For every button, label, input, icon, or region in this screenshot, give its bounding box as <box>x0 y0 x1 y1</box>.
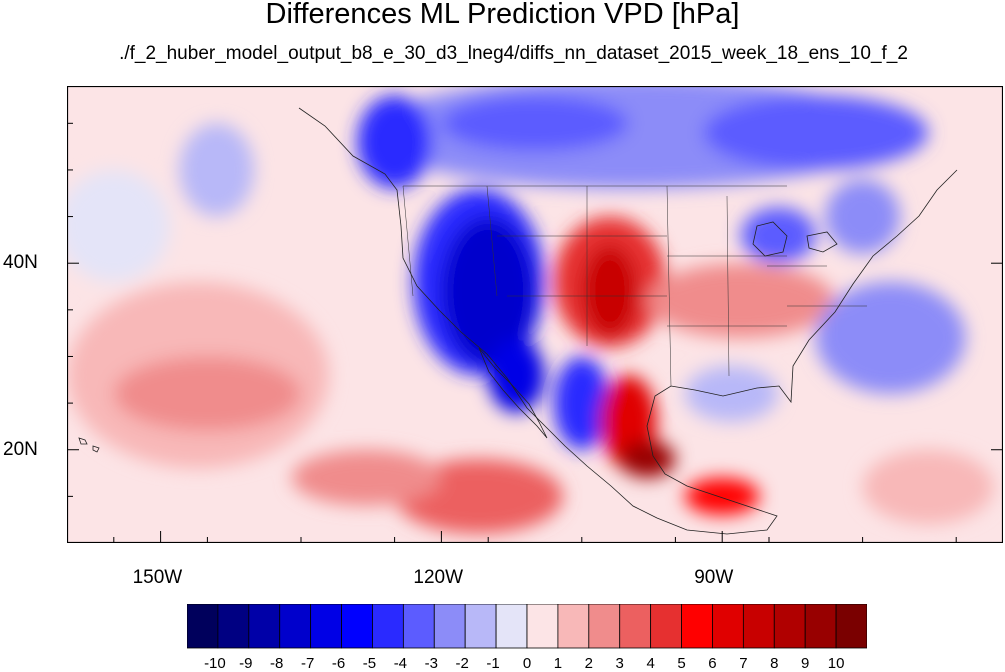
colorbar-tick-label: 2 <box>584 655 593 672</box>
colorbar-box <box>433 604 466 649</box>
field-east-pacific-positive-2 <box>291 449 442 506</box>
field-baja-negative <box>488 337 545 413</box>
state-borders <box>402 185 867 387</box>
field-central-america-positive <box>684 477 760 516</box>
colorbar-box <box>402 604 435 649</box>
field-atlantic-negative <box>815 281 966 394</box>
colorbar-box <box>310 604 342 649</box>
colorbar-tick-label: 10 <box>827 655 845 672</box>
colorbar-box <box>804 604 837 649</box>
colorbar-box <box>712 604 744 649</box>
north-america-coastline <box>298 107 958 535</box>
colorbar-box <box>341 604 373 649</box>
colorbar-tick-label: 7 <box>739 655 748 672</box>
colorbar-tick-label: -9 <box>239 655 253 672</box>
map-plot <box>67 86 1003 543</box>
colorbar-box <box>773 604 806 649</box>
colorbar-tick-label: 0 <box>522 655 532 672</box>
colorbar-tick-label: 5 <box>677 655 686 672</box>
colorbar-box <box>248 604 281 649</box>
lon-label-120W: 120W <box>413 567 464 588</box>
field-hawaii-band-positive <box>113 356 302 432</box>
lat-label-40N: 40N <box>3 252 38 274</box>
field-mexico-south-core <box>619 440 676 478</box>
map-frame <box>67 86 1003 543</box>
colorbar-tick-label: -6 <box>331 655 346 672</box>
figure-title: Differences ML Prediction VPD [hPa] <box>265 0 740 30</box>
field-great-lakes-negative <box>740 207 816 264</box>
field-eastern-us-positive <box>647 263 835 338</box>
colorbar-tick-label: 6 <box>708 655 717 672</box>
lon-label-90W: 90W <box>694 567 734 588</box>
colorbar-tick-label: -7 <box>300 655 315 672</box>
field-bc-coast-negative <box>357 95 433 189</box>
colorbar-box <box>650 604 682 649</box>
colorbar-tick-label: -8 <box>270 655 284 672</box>
colorbar-tick-label: -2 <box>455 655 469 672</box>
baja-peninsula-outline <box>478 347 548 439</box>
figure-subtitle: ./f_2_huber_model_output_b8_e_30_d3_lneg… <box>119 43 908 64</box>
colorbar-box <box>588 604 621 649</box>
field-pacific-neg-west <box>67 169 170 282</box>
lat-label-20N: 20N <box>3 438 38 460</box>
colorbar-tick-label: 3 <box>615 655 624 672</box>
colorbar-tick-label: -4 <box>393 655 408 672</box>
field-great-plains-core <box>581 244 638 338</box>
colorbar-tick-label: 1 <box>553 655 563 672</box>
colorbar-box <box>742 604 775 649</box>
field-western-us-core <box>441 216 535 366</box>
colorbar-box <box>217 604 250 649</box>
colorbar-tick-label: -3 <box>424 655 438 672</box>
colorbar-tick-label: 9 <box>801 655 810 672</box>
colorbar-tick-label: -5 <box>362 655 377 672</box>
coastline-outlines <box>78 107 958 535</box>
colorbar-tick-label: 8 <box>770 655 779 672</box>
field-northeast-negative <box>825 179 901 254</box>
colorbar-tick-label: 4 <box>646 655 655 672</box>
colorbar-box <box>372 604 404 649</box>
colorbar-tick-label: -10 <box>204 655 226 672</box>
colorbar-box <box>495 604 528 649</box>
colorbar <box>187 604 867 649</box>
colorbar-box <box>619 604 652 649</box>
field-pacific-negative-patch <box>179 123 255 217</box>
field-caribbean-positive <box>862 449 994 525</box>
colorbar-box <box>279 604 312 649</box>
colorbar-box <box>464 604 497 649</box>
great-lakes-outline <box>752 221 838 257</box>
lon-label-150W: 150W <box>132 567 183 588</box>
map-panel: 20N 40N 150W 120W 90W <box>3 86 1003 588</box>
colorbar-box <box>835 604 867 649</box>
colorbar-box <box>681 604 713 649</box>
colorbar-tick-label: -1 <box>486 655 500 672</box>
colorbar-box <box>557 604 590 649</box>
colorbar-box <box>526 604 559 649</box>
field-east-canada-negative <box>703 95 929 170</box>
field-mexico-plateau-negative <box>553 356 610 450</box>
field-canada-north-stronger <box>441 95 629 152</box>
hawaii-islands <box>78 437 100 453</box>
colorbar-box <box>187 604 219 649</box>
